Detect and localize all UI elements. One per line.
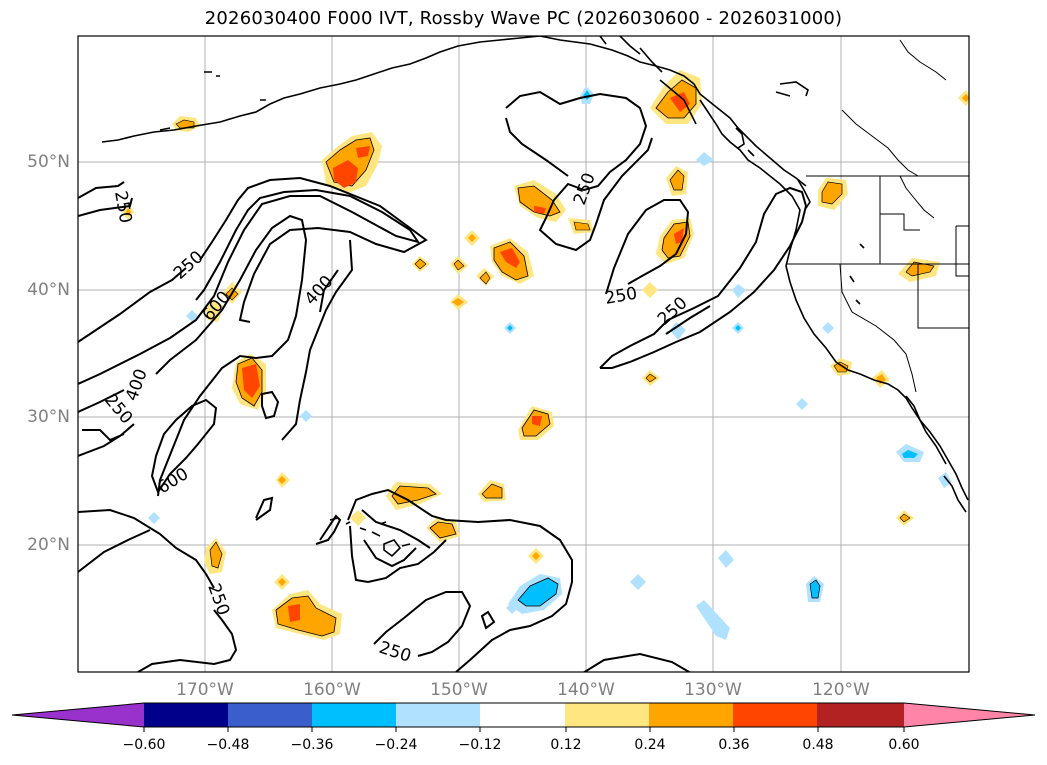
- colorbar: [11, 702, 1036, 732]
- patch-21n-148w: [426, 518, 460, 542]
- colorbar-bin: [480, 703, 566, 727]
- colorbar-bin: [733, 703, 818, 727]
- colorbar-label: −0.36: [290, 737, 334, 753]
- lat-label-30n: 30°N: [27, 407, 70, 427]
- lat-label-20n: 20°N: [27, 535, 70, 555]
- colorbar-label: −0.12: [458, 737, 502, 753]
- colorbar-extend-high: [904, 703, 1035, 727]
- lon-label-130w: 130°W: [684, 680, 742, 700]
- colorbar-label: 0.36: [718, 737, 750, 753]
- colorbar-bin: [649, 703, 734, 727]
- patch-30n-144w: [518, 406, 554, 440]
- colorbar-label: −0.48: [206, 737, 250, 753]
- lat-label-50n: 50°N: [27, 152, 70, 172]
- graticule: [78, 36, 969, 672]
- patch-42n-146w: [490, 238, 534, 284]
- colorbar-extend-low: [12, 703, 144, 727]
- political-boundaries: [786, 39, 969, 393]
- colorbar-label: 0.12: [550, 737, 582, 753]
- colorbar-label: 0.60: [888, 737, 920, 753]
- patch-44n-131w: [656, 218, 694, 264]
- patch-32n-166w: [232, 354, 266, 410]
- ivt-contours: [78, 90, 808, 672]
- map-title: 2026030400 F000 IVT, Rossby Wave PC (202…: [204, 8, 843, 29]
- colorbar-bin: [228, 703, 313, 727]
- colorbar-ticks: [143, 727, 905, 732]
- lon-label-150w: 150°W: [430, 680, 488, 700]
- coastlines: [101, 36, 969, 558]
- colorbar-label: −0.24: [374, 737, 418, 753]
- lat-label-40n: 40°N: [27, 280, 70, 300]
- colorbar-bin: [817, 703, 905, 727]
- plot-frame: [77, 35, 970, 673]
- colorbar-bin: [144, 703, 229, 727]
- colorbar-bin: [396, 703, 481, 727]
- patch-47n-143w: [514, 180, 594, 234]
- lon-label-140w: 140°W: [557, 680, 615, 700]
- patch-15n-161w: [272, 590, 342, 640]
- colorbar-bin: [565, 703, 650, 727]
- colorbar-bin: [312, 703, 397, 727]
- lon-label-160w: 160°W: [303, 680, 361, 700]
- patch-51n-160w: [322, 132, 382, 194]
- colorbar-label: 0.48: [802, 737, 834, 753]
- colorbar-label: 0.24: [634, 737, 666, 753]
- lon-label-120w: 120°W: [812, 680, 870, 700]
- negative-anomaly-patches: [148, 86, 952, 640]
- plot-area: [78, 36, 969, 672]
- lon-label-170w: 170°W: [176, 680, 234, 700]
- patch-23n-150w: [386, 482, 442, 510]
- colorbar-label: −0.60: [122, 737, 166, 753]
- positive-anomaly-patches: [122, 70, 969, 640]
